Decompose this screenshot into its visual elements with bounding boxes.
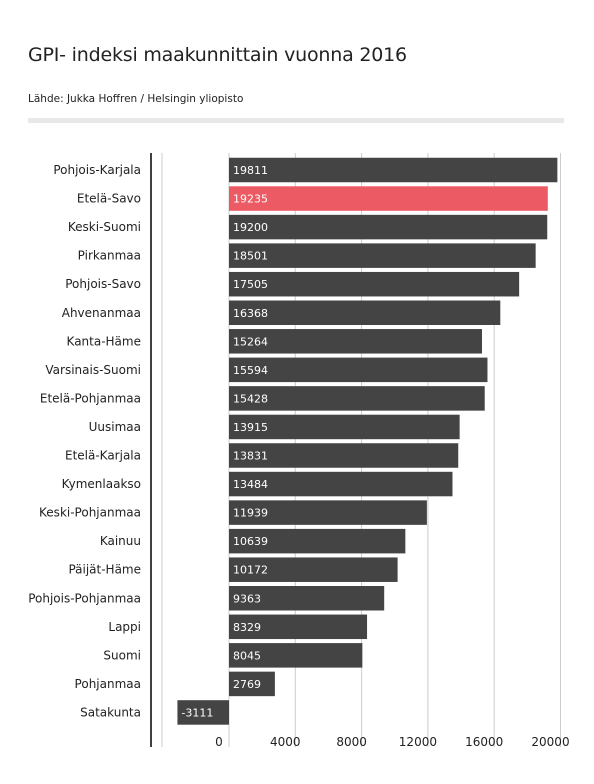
bar [229,643,363,668]
bar-value-label: 13915 [233,421,268,434]
bar [229,243,536,268]
bar [229,557,398,582]
category-label: Uusimaa [89,420,141,434]
category-label: Päijät-Häme [68,563,141,577]
bar-value-label: 13831 [233,450,268,463]
category-label: Lappi [108,620,141,634]
category-label: Pohjanmaa [75,677,141,691]
category-label: Pirkanmaa [78,249,141,263]
bar-value-label: 18501 [233,250,268,263]
axes: 0 4000 8000 12000 16000 20000 Pohjois-Karjala E… [28,153,570,749]
bar [229,671,275,697]
category-label: Etelä-Karjala [65,449,141,463]
x-tick-label: 8000 [336,735,367,749]
category-label: Pohjois-Karjala [53,163,141,177]
chart-title: GPI- indeksi maakunnittain vuonna 2016 [28,44,407,66]
bar-value-label: 19811 [233,164,268,177]
bar [229,329,483,354]
category-label: Kymenlaakso [62,477,141,491]
bar-value-label: 15594 [233,364,268,377]
category-label: Kainuu [100,534,141,548]
bar-value-label: 17505 [233,278,268,291]
category-label: Pohjois-Savo [65,277,141,291]
bar [229,214,548,240]
bar [229,586,385,611]
source-caption: Lähde: Jukka Hoffren / Helsingin yliopis… [28,93,244,105]
bar [229,443,459,468]
bar-value-label: 9363 [233,592,261,605]
category-label: Ahvenanmaa [62,306,141,320]
bar-value-label: 19200 [233,221,268,234]
bar-value-label: 2769 [233,678,261,691]
category-label: Etelä-Savo [77,192,141,206]
category-label: Keski-Pohjanmaa [39,506,141,520]
bar-value-label: 8045 [233,649,261,662]
x-tick-label: 20000 [531,735,569,749]
x-tick-label: 4000 [270,735,301,749]
category-label: Kanta-Häme [67,334,141,348]
bar-value-label: 13484 [233,478,268,491]
bar-value-label: 15264 [233,335,268,348]
bar [229,186,548,211]
category-label: Satakunta [80,705,141,719]
bar-value-label: 15428 [233,392,268,405]
category-label: Varsinais-Suomi [45,363,141,377]
category-label: Etelä-Pohjanmaa [40,391,141,405]
category-label: Pohjois-Pohjanmaa [28,591,141,605]
bar [229,614,368,640]
category-label: Suomi [103,648,141,662]
bar [229,386,485,411]
bar-value-label: 19235 [233,193,268,206]
bar [177,700,229,725]
bar [229,300,501,325]
x-tick-label: 0 [215,735,223,749]
bar-value-label: 11939 [233,507,268,520]
bar-value-label: 10639 [233,535,268,548]
bar [229,471,453,497]
x-tick-label: 16000 [465,735,503,749]
bar [229,357,488,383]
bar [229,500,427,525]
bar [229,271,520,297]
bars: 19811 19235 19200 18501 17505 16368 15264 15594… [177,157,558,725]
header-divider [28,118,564,123]
category-label: Keski-Suomi [68,220,141,234]
bar-value-label: -3111 [181,706,213,719]
x-tick-label: 12000 [399,735,437,749]
bar [229,528,406,554]
bar-value-label: 10172 [233,564,268,577]
bar [229,414,460,440]
bar-value-label: 16368 [233,307,268,320]
bar-value-label: 8329 [233,621,261,634]
bar [229,157,558,183]
